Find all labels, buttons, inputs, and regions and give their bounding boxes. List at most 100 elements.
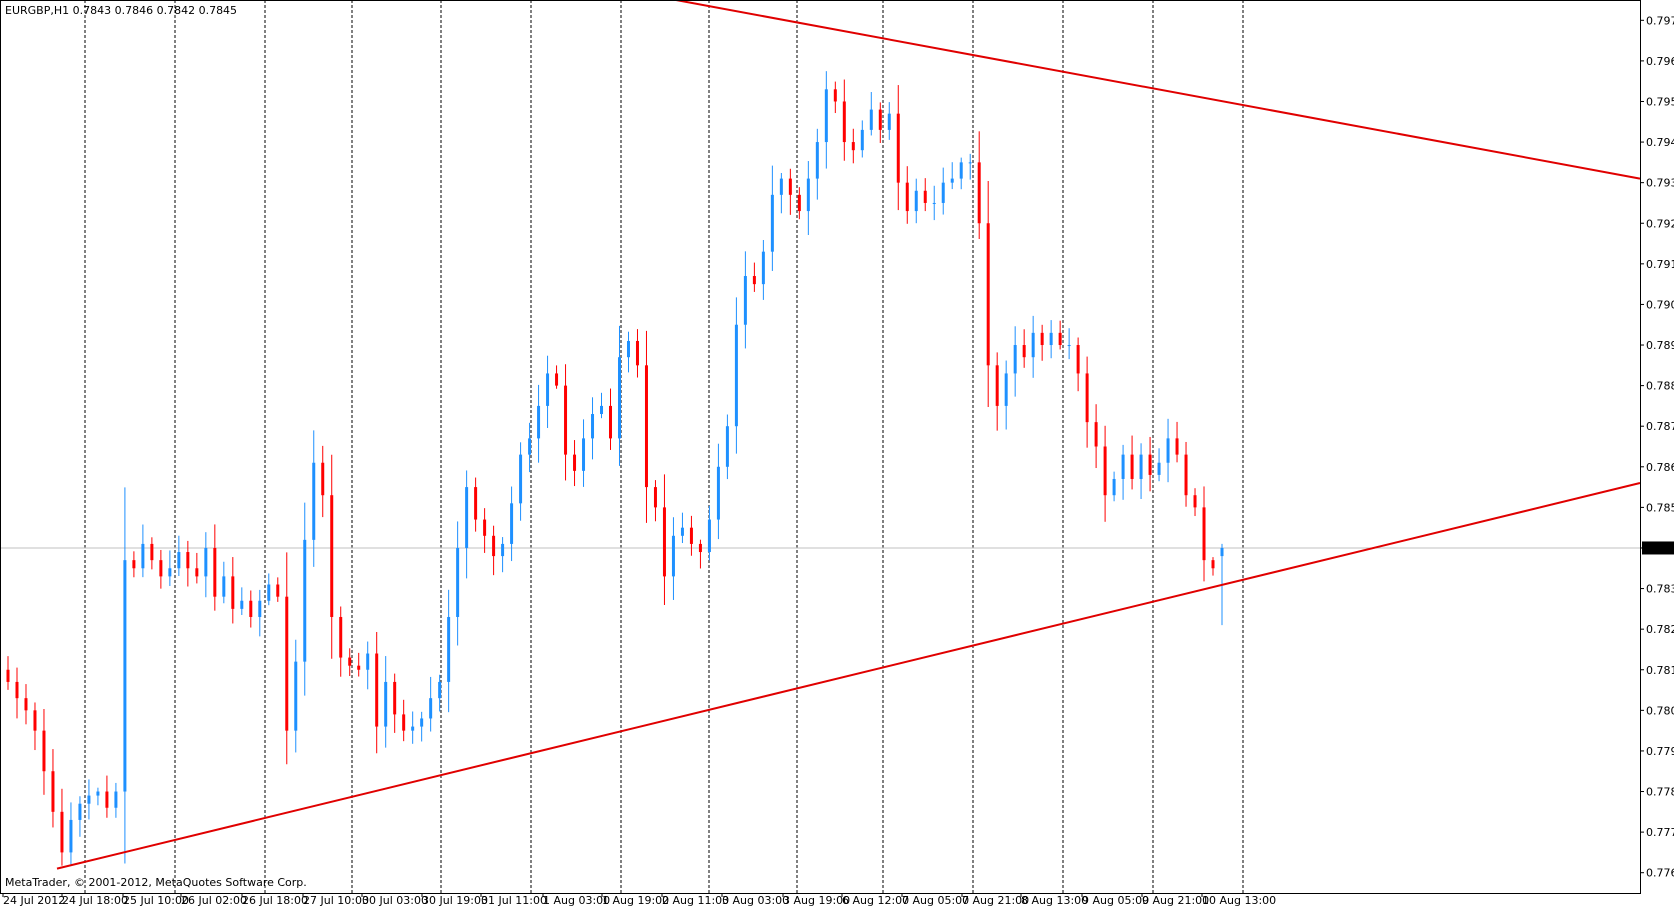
candle-body [249,600,253,617]
candle-body [411,726,415,731]
candle-body [321,462,325,496]
candle-body [941,182,945,203]
y-tick-label: 0.7765 [1646,867,1674,880]
y-tick-label: 0.7825 [1646,623,1674,636]
candle-body [186,552,190,569]
current-price-value: 0.7845 [1644,542,1674,555]
candle-body [96,791,100,796]
candle-body [420,718,424,727]
candle-body [501,543,505,557]
candle-body [564,385,568,455]
x-tick-label: 31 Jul 11:00 [481,894,547,907]
candle-body [959,162,963,179]
y-tick-label: 0.7805 [1646,704,1674,717]
candle-body [1022,345,1026,358]
candle-body [617,357,621,439]
x-tick-label: 7 Aug 05:00 [902,894,969,907]
candle-body [752,276,756,285]
candle-body [968,162,972,164]
candle-body [734,324,738,427]
candle-body [707,519,711,553]
candle-body [1220,547,1224,557]
candle-body [869,109,873,130]
x-tick-label: 24 Jul 18:00 [62,894,128,907]
candle-body [582,438,586,471]
y-tick-label: 0.7855 [1646,501,1674,514]
candle-body [1157,462,1161,475]
x-tick-label: 1 Aug 19:00 [602,894,669,907]
candle-body [195,568,199,577]
candle-body [1139,454,1143,479]
current-price-label: 0.7845 [1642,541,1674,555]
candles [6,71,1224,866]
x-tick-label: 26 Jul 02:00 [181,894,247,907]
x-tick-label: 1 Aug 03:00 [543,894,610,907]
candle-body [87,795,91,804]
candle-body [78,803,82,820]
candle-body [1112,478,1116,496]
candle-body [591,414,595,439]
candle-body [770,194,774,252]
candle-body [1193,495,1197,508]
candle-body [267,584,271,601]
candle-body [662,507,666,577]
candle-body [815,142,819,179]
y-tick-label: 0.7835 [1646,583,1674,596]
x-tick-label: 3 Aug 03:00 [722,894,789,907]
candle-body [402,714,406,731]
y-tick-label: 0.7935 [1646,177,1674,190]
trendlines[interactable] [56,0,1641,870]
candle-body [680,527,684,536]
candle-body [689,527,693,544]
candle-body [276,584,280,597]
candle-body [528,438,532,455]
candle-body [797,194,801,212]
candle-body [788,178,792,195]
y-tick-label: 0.7955 [1646,95,1674,108]
candle-body [1058,332,1062,346]
candle-body [1049,332,1053,346]
candle-body [1013,345,1017,374]
candle-body [168,568,172,577]
price-axis[interactable]: 0.7975 0.7965 0.7955 0.7945 0.7935 0.7925 0.79… [1640,14,1674,880]
candle-body [887,113,891,130]
candle-body [474,487,478,520]
y-tick-label: 0.7875 [1646,420,1674,433]
candle-body [698,543,702,553]
x-tick-label: 2 Aug 11:00 [662,894,729,907]
candle-body [923,190,927,203]
candle-body [1130,454,1134,479]
candle-body [1040,332,1044,346]
candle-body [779,178,783,195]
candle-body [609,405,613,439]
candle-body [761,251,765,285]
candle-body [851,142,855,151]
candle-body [824,89,828,143]
candle-body [1031,332,1035,358]
candle-body [456,547,460,617]
candle-body [258,600,262,617]
candle-body [977,162,981,224]
candle-body [1103,446,1107,496]
candle-body [483,519,487,536]
y-tick-label: 0.7815 [1646,664,1674,677]
y-tick-label: 0.7865 [1646,461,1674,474]
candle-body [896,113,900,183]
copyright-text: MetaTrader, © 2001-2012, MetaQuotes Soft… [5,876,307,889]
candle-body [159,560,163,577]
candle-body [240,600,244,609]
candle-body [24,698,28,711]
candle-body [447,616,451,682]
candle-body [671,535,675,577]
candle-body [1067,345,1071,347]
candle-body [1121,454,1125,479]
candle-body [150,543,154,561]
candle-body [285,596,289,731]
x-tick-label: 6 Aug 12:00 [842,894,909,907]
x-tick-label: 25 Jul 10:00 [123,894,189,907]
y-tick-label: 0.7885 [1646,380,1674,393]
candle-body [60,811,64,853]
y-tick-label: 0.7945 [1646,136,1674,149]
